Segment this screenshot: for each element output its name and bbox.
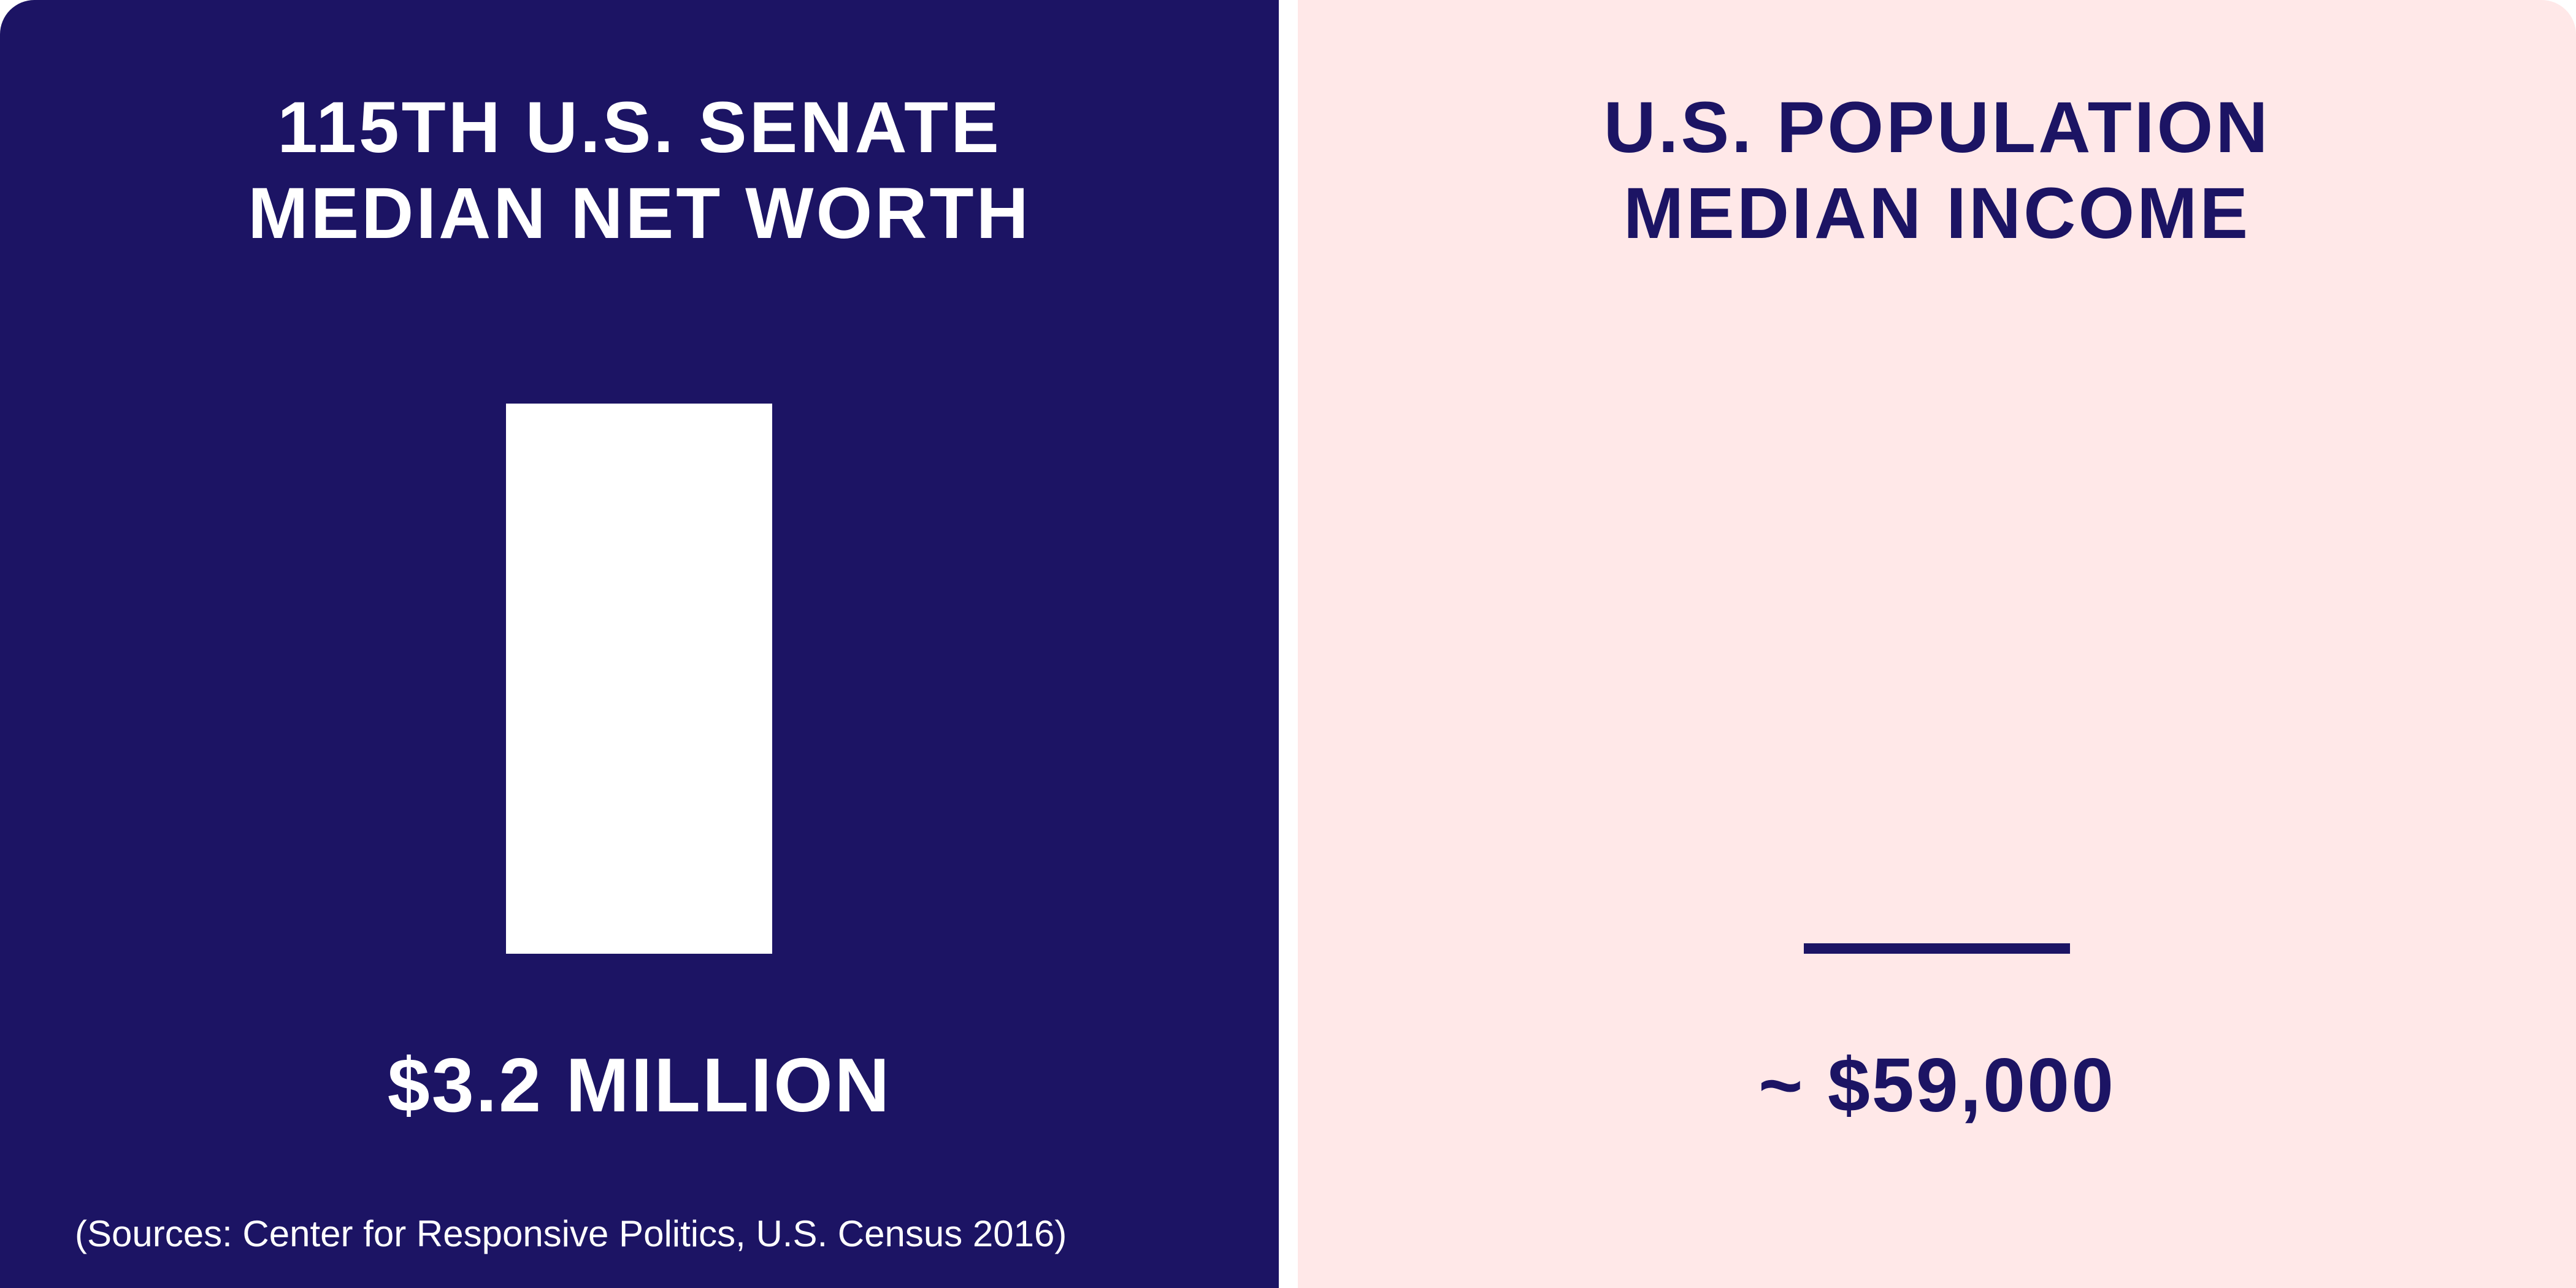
- senate-net-worth-value-label: $3.2 MILLION: [387, 1043, 892, 1128]
- population-income-value-label: ~ $59,000: [1758, 1043, 2116, 1128]
- senate-title-line-2: MEDIAN NET WORTH: [248, 173, 1031, 254]
- source-note: (Sources: Center for Responsive Politics…: [75, 1213, 1067, 1254]
- senate-net-worth-bar: [506, 404, 772, 954]
- population-title-line-1: U.S. POPULATION: [1603, 87, 2271, 168]
- senate-title-line-1: 115TH U.S. SENATE: [277, 87, 1002, 168]
- population-income-bar: [1804, 943, 2070, 954]
- population-panel: U.S. POPULATION MEDIAN INCOME ~ $59,000: [1298, 0, 2576, 1288]
- senate-panel: 115TH U.S. SENATE MEDIAN NET WORTH $3.2 …: [0, 0, 1279, 1288]
- population-title-line-2: MEDIAN INCOME: [1623, 173, 2251, 254]
